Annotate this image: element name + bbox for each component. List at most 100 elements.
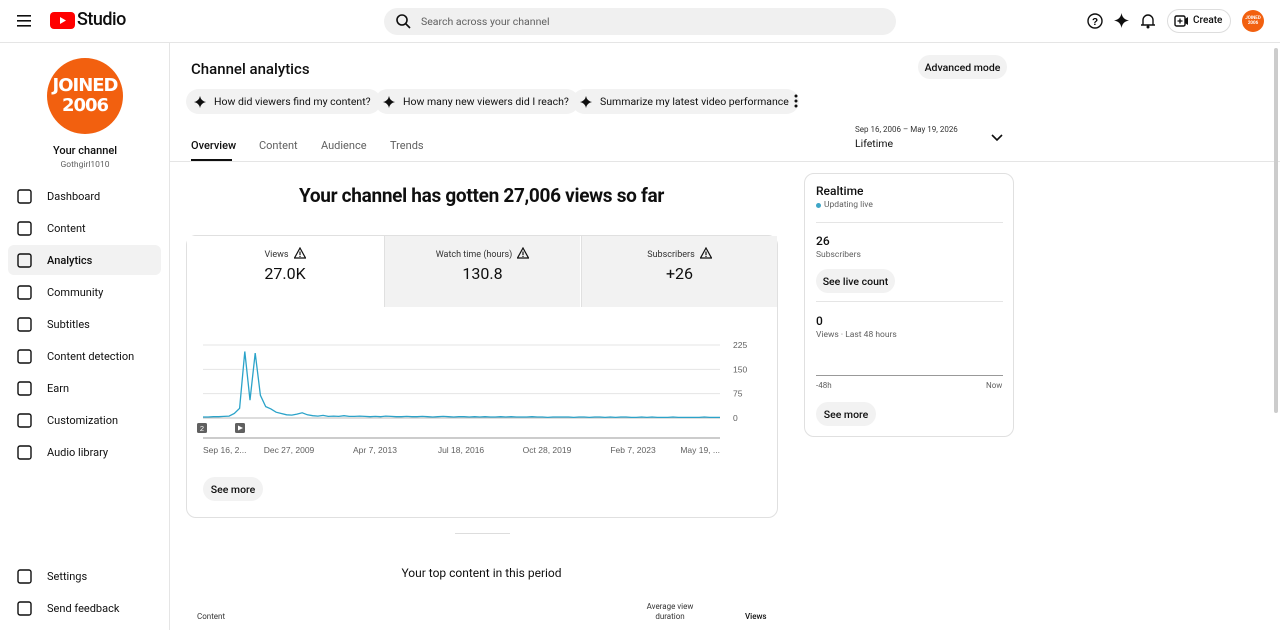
table-header: Views [745, 612, 767, 621]
views-label: Views · Last 48 hours [816, 330, 897, 340]
nav-icon [17, 569, 32, 584]
metric-value: +26 [665, 264, 694, 283]
nav-icon [17, 317, 32, 332]
tab[interactable]: Content [259, 139, 298, 152]
advanced-mode-button[interactable]: Advanced mode [918, 55, 1007, 79]
nav-item[interactable]: Send feedback [8, 593, 161, 623]
divider [816, 301, 1003, 302]
x-tick-label: Dec 27, 2009 [264, 445, 315, 455]
divider [816, 222, 1003, 223]
notifications-icon[interactable] [1141, 13, 1155, 29]
help-icon[interactable]: ? [1087, 13, 1103, 29]
chip-label: Summarize my latest video performance [600, 95, 789, 108]
nav-item[interactable]: Audio library [8, 437, 161, 467]
dropdown-icon[interactable] [991, 134, 1003, 142]
live-count-button[interactable]: See live count [816, 269, 895, 293]
nav-item[interactable]: Earn [8, 373, 161, 403]
nav-item[interactable]: Settings [8, 561, 161, 591]
avatar-line: JOINED [52, 75, 119, 96]
logo-icon[interactable] [50, 12, 75, 29]
x-tick-label: Sep 16, 2... [203, 445, 246, 455]
logo-text[interactable]: Studio [77, 9, 126, 30]
table-header: Average view duration [646, 602, 694, 621]
metric-value: 130.8 [462, 264, 503, 283]
axis-label: -48h [816, 381, 832, 390]
nav-icon [17, 253, 32, 268]
nav-item[interactable]: Community [8, 277, 161, 307]
suggestion-chip[interactable]: How many new viewers did I reach? [375, 89, 579, 114]
nav-icon [17, 445, 32, 460]
see-more-button[interactable]: See more [816, 402, 876, 426]
nav-item[interactable]: Dashboard [8, 181, 161, 211]
metric-value: 27.0K [264, 264, 306, 283]
tab[interactable]: Overview [191, 139, 237, 152]
scrollbar[interactable] [1274, 48, 1278, 413]
metric-label: Subscribers [582, 246, 777, 260]
suggestion-chip[interactable]: How did viewers find my content? [186, 89, 381, 114]
active-tab-indicator [191, 159, 232, 161]
y-tick-label: 75 [733, 389, 743, 399]
nav-icon [17, 285, 32, 300]
search-box[interactable]: Search across your channel [384, 8, 896, 35]
warning-icon [699, 246, 713, 259]
views-value: 0 [816, 314, 823, 328]
subs-label: Subscribers [816, 250, 861, 260]
sparkle-icon [580, 95, 592, 108]
y-tick-label: 225 [733, 340, 747, 350]
suggestion-chip[interactable]: Summarize my latest video performance [572, 89, 799, 114]
axis-label: Now [986, 381, 1003, 390]
create-button[interactable]: Create [1167, 9, 1231, 33]
nav-item[interactable]: Analytics [8, 245, 161, 275]
realtime-axis [816, 375, 1003, 376]
nav-icon [17, 221, 32, 236]
nav-icon [17, 381, 32, 396]
table-header: Content [197, 612, 226, 621]
more-icon[interactable] [794, 94, 798, 108]
nav-item[interactable]: Content [8, 213, 161, 243]
top-content-title: Your top content in this period [401, 566, 562, 580]
divider [455, 533, 510, 534]
tab[interactable]: Audience [321, 139, 367, 152]
channel-handle: Gothgirl1010 [60, 160, 110, 170]
metric-tile[interactable]: Views 27.0K [187, 236, 383, 307]
divider [170, 161, 1280, 162]
top-bar: Studio Search across your channel ? Crea… [0, 0, 1280, 43]
warning-icon [516, 246, 530, 259]
realtime-card: Realtime Updating live 26 Subscribers Se… [804, 173, 1014, 437]
realtime-status: Updating live [824, 200, 873, 210]
realtime-title: Realtime [816, 184, 864, 198]
tab[interactable]: Trends [390, 139, 424, 152]
x-tick-label: Jul 18, 2016 [438, 445, 485, 455]
metric-label-text: Watch time (hours) [435, 250, 513, 260]
metric-label: Views [187, 246, 383, 260]
see-more-button[interactable]: See more [203, 477, 263, 501]
period[interactable]: Lifetime [855, 137, 894, 150]
menu-icon[interactable] [17, 14, 31, 28]
chart: 0 75 150 225 Sep 16, 2... Dec 27, 2009 Apr 7, … [197, 340, 747, 455]
account-avatar[interactable]: JOINED 2006 [1242, 10, 1264, 32]
x-tick-label: May 19, ... [680, 445, 720, 455]
metric-label: Watch time (hours) [385, 246, 580, 260]
metric-tile[interactable]: Subscribers +26 [581, 236, 777, 307]
create-icon [1174, 15, 1188, 27]
nav-item[interactable]: Subtitles [8, 309, 161, 339]
sparkle-icon[interactable] [1114, 13, 1129, 28]
annotation-badge-label: 2 [200, 424, 204, 433]
headline: Your channel has gotten 27,006 views so … [298, 184, 665, 207]
nav-icon [17, 349, 32, 364]
metric-label-text: Subscribers [647, 250, 695, 260]
chip-label: How many new viewers did I reach? [403, 95, 569, 108]
x-tick-label: Oct 28, 2019 [523, 445, 572, 455]
metric-tile[interactable]: Watch time (hours) 130.8 [384, 236, 580, 307]
channel-avatar[interactable]: JOINED 2006 [47, 58, 123, 134]
create-label: Create [1193, 15, 1223, 26]
subs-value: 26 [816, 234, 830, 248]
nav-item[interactable]: Content detection [8, 341, 161, 371]
chip-label: How did viewers find my content? [214, 95, 371, 108]
nav-icon [17, 413, 32, 428]
data-line [203, 351, 720, 419]
search-placeholder: Search across your channel [421, 15, 550, 28]
nav-item[interactable]: Customization [8, 405, 161, 435]
metrics-card [186, 235, 778, 518]
